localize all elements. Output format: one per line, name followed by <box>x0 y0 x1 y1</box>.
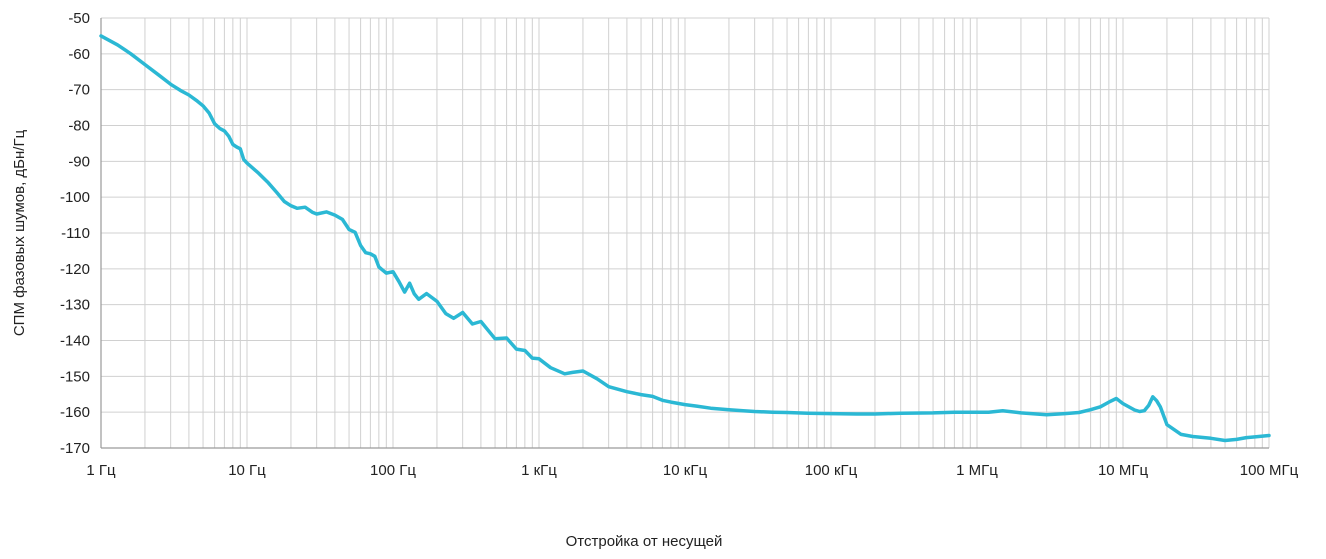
y-tick-labels: -50 -60 -70 -80 -90 -100 -110 -120 -130 -140 -150 -… <box>60 10 90 457</box>
x-tick-label: 10 кГц <box>663 462 708 479</box>
y-tick-label: -150 <box>60 368 90 385</box>
x-tick-label: 10 Гц <box>228 462 266 479</box>
y-tick-label: -50 <box>68 10 90 27</box>
y-tick-label: -70 <box>68 82 90 99</box>
series-layer <box>99 34 1271 443</box>
y-tick-label: -120 <box>60 261 90 278</box>
y-tick-label: -140 <box>60 333 90 350</box>
y-tick-label: -100 <box>60 189 90 206</box>
y-tick-label: -90 <box>68 153 90 170</box>
phase-noise-series-line <box>99 34 1271 443</box>
x-tick-label: 1 Гц <box>86 462 116 479</box>
axis-lines <box>100 18 1269 449</box>
y-tick-label: -110 <box>61 225 90 242</box>
x-tick-label: 100 МГц <box>1240 462 1299 479</box>
x-axis-title: Отстройка от несущей <box>566 533 723 550</box>
x-tick-label: 100 Гц <box>370 462 416 479</box>
x-tick-label: 1 кГц <box>521 462 557 479</box>
x-tick-labels: 1 Гц 10 Гц 100 Гц 1 кГц 10 кГц 100 кГц 1 МГц 10… <box>86 462 1298 479</box>
y-tick-label: -80 <box>68 118 90 135</box>
y-tick-label: -170 <box>60 440 90 457</box>
x-tick-label: 100 кГц <box>805 462 858 479</box>
grid-lines <box>100 17 1270 449</box>
y-axis-title: СПМ фазовых шумов, дБн/Гц <box>11 129 28 336</box>
x-tick-label: 10 МГц <box>1098 462 1148 479</box>
y-tick-label: -160 <box>60 404 90 421</box>
y-tick-label: -60 <box>68 46 90 63</box>
y-tick-label: -130 <box>60 297 90 314</box>
x-tick-label: 1 МГц <box>956 462 998 479</box>
